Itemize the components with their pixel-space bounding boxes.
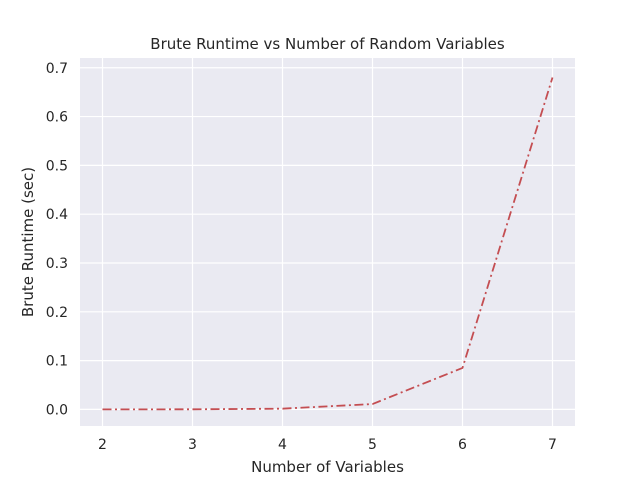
y-tick-label: 0.0 [46,402,68,418]
x-tick-label: 7 [548,437,557,453]
y-tick-label: 0.2 [46,305,68,321]
x-tick-label: 6 [458,437,467,453]
x-tick-label: 4 [278,437,287,453]
grid-lines [80,58,575,426]
y-tick-label: 0.7 [46,61,68,77]
x-axis-title: Number of Variables [251,458,404,476]
x-tick-label: 5 [368,437,377,453]
y-tick-labels: 0.0 0.1 0.2 0.3 0.4 0.5 0.6 0.7 [46,61,68,419]
chart-title: Brute Runtime vs Number of Random Variab… [150,35,505,53]
y-tick-label: 0.5 [46,158,68,174]
series-line [102,77,554,411]
y-axis-title: Brute Runtime (sec) [19,167,37,317]
y-tick-label: 0.1 [46,354,68,370]
plot-area [80,58,575,426]
x-tick-labels: 2 3 4 5 6 7 [98,437,557,453]
y-tick-label: 0.6 [46,110,68,126]
y-tick-label: 0.4 [46,207,68,223]
x-tick-label: 2 [98,437,107,453]
y-tick-label: 0.3 [46,256,68,272]
x-tick-label: 3 [188,437,197,453]
series-layer [102,77,554,411]
